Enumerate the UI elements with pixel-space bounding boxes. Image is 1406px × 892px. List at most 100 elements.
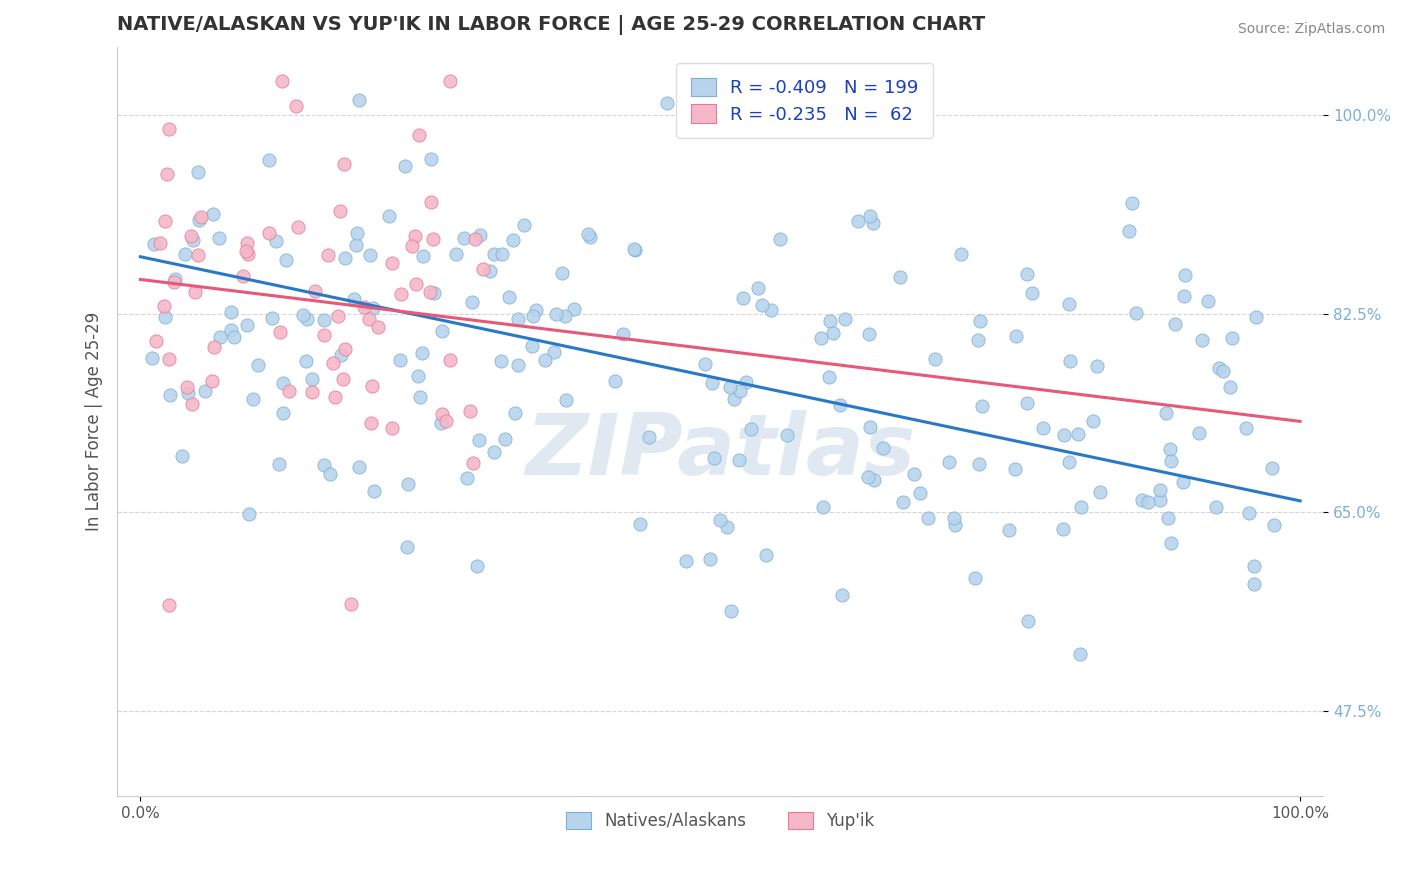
Text: NATIVE/ALASKAN VS YUP'IK IN LABOR FORCE | AGE 25-29 CORRELATION CHART: NATIVE/ALASKAN VS YUP'IK IN LABOR FORCE …	[117, 15, 986, 35]
Point	[188, 213, 211, 227]
Point	[699, 552, 721, 566]
Point	[1234, 421, 1257, 435]
Point	[381, 420, 404, 434]
Point	[1243, 577, 1265, 591]
Point	[657, 95, 679, 110]
Point	[389, 286, 412, 301]
Point	[811, 500, 834, 515]
Point	[159, 598, 181, 612]
Point	[859, 420, 882, 434]
Point	[776, 428, 799, 442]
Point	[335, 251, 357, 265]
Point	[468, 227, 491, 242]
Point	[716, 520, 738, 534]
Point	[550, 266, 572, 280]
Point	[1197, 293, 1219, 308]
Point	[903, 467, 925, 482]
Point	[377, 209, 399, 223]
Point	[728, 384, 751, 398]
Point	[562, 301, 585, 316]
Point	[1053, 427, 1076, 442]
Point	[304, 285, 326, 299]
Point	[891, 495, 914, 509]
Point	[494, 432, 516, 446]
Point	[181, 397, 204, 411]
Point	[349, 460, 371, 475]
Point	[444, 247, 467, 261]
Point	[238, 507, 260, 521]
Point	[491, 354, 513, 368]
Point	[576, 227, 599, 242]
Point	[720, 604, 742, 618]
Point	[259, 153, 281, 167]
Point	[733, 292, 755, 306]
Point	[831, 588, 853, 602]
Point	[422, 232, 444, 246]
Point	[924, 352, 946, 367]
Point	[723, 392, 745, 406]
Point	[1188, 425, 1211, 440]
Point	[1263, 518, 1285, 533]
Point	[242, 392, 264, 407]
Point	[1174, 268, 1197, 282]
Point	[461, 456, 484, 470]
Point	[232, 268, 254, 283]
Point	[360, 417, 382, 431]
Point	[464, 232, 486, 246]
Point	[949, 247, 972, 261]
Point	[360, 379, 382, 393]
Point	[872, 441, 894, 455]
Point	[1160, 453, 1182, 467]
Point	[271, 376, 294, 391]
Point	[727, 453, 749, 467]
Point	[201, 207, 224, 221]
Point	[349, 93, 371, 107]
Text: Source: ZipAtlas.com: Source: ZipAtlas.com	[1237, 22, 1385, 37]
Point	[434, 414, 457, 428]
Point	[301, 385, 323, 400]
Point	[1171, 475, 1194, 489]
Point	[153, 213, 176, 227]
Point	[1052, 522, 1074, 536]
Point	[1261, 461, 1284, 475]
Point	[709, 513, 731, 527]
Point	[314, 313, 336, 327]
Point	[270, 74, 292, 88]
Point	[1244, 310, 1267, 324]
Point	[409, 390, 432, 404]
Point	[703, 450, 725, 465]
Point	[1208, 361, 1230, 376]
Point	[329, 203, 352, 218]
Point	[367, 320, 389, 334]
Point	[1021, 286, 1043, 301]
Point	[388, 353, 411, 368]
Point	[396, 477, 419, 491]
Point	[208, 231, 231, 245]
Point	[544, 307, 567, 321]
Point	[401, 239, 423, 253]
Point	[465, 559, 488, 574]
Point	[505, 406, 527, 420]
Point	[322, 355, 344, 369]
Point	[1059, 297, 1081, 311]
Point	[1090, 485, 1112, 500]
Point	[543, 345, 565, 359]
Legend: Natives/Alaskans, Yup'ik: Natives/Alaskans, Yup'ik	[560, 805, 882, 837]
Point	[202, 340, 225, 354]
Point	[274, 252, 297, 267]
Point	[165, 272, 187, 286]
Point	[363, 484, 385, 499]
Point	[695, 357, 717, 371]
Point	[1160, 536, 1182, 550]
Point	[830, 399, 852, 413]
Point	[159, 388, 181, 402]
Point	[1125, 306, 1147, 320]
Point	[359, 247, 381, 261]
Point	[420, 153, 443, 167]
Point	[740, 422, 762, 436]
Point	[1243, 559, 1265, 574]
Point	[346, 226, 368, 240]
Point	[482, 246, 505, 260]
Point	[943, 517, 966, 532]
Point	[221, 323, 243, 337]
